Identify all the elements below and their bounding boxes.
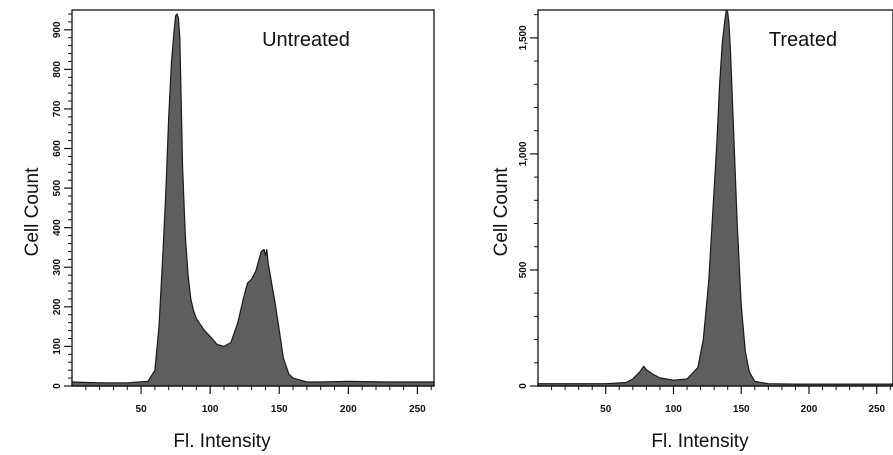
y-tick-label: 200 xyxy=(52,298,63,315)
y-axis-label: Cell Count xyxy=(22,167,43,256)
x-tick-label: 250 xyxy=(409,404,426,415)
y-tick-label: 1,000 xyxy=(518,141,529,166)
chart-title: Untreated xyxy=(262,29,350,51)
plot-area: 50 100 150 200 250 0 100 200 300 400 500 600 700 800 9… xyxy=(52,10,434,415)
untreated-panel: Cell Count Fl. Intensity 50 100 150 200 250 0… xyxy=(22,10,434,452)
x-axis-label: Fl. Intensity xyxy=(173,431,271,452)
x-tick-label: 100 xyxy=(665,404,682,415)
plot-area: 50 100 150 200 250 0 500 1,000 1,500 xyxy=(518,10,893,415)
histogram-series-0 xyxy=(538,10,893,386)
x-tick-label: 100 xyxy=(202,404,219,415)
treated-panel: Cell Count Fl. Intensity 50 100 150 200 250 0… xyxy=(491,10,893,452)
x-tick-label: 200 xyxy=(801,404,818,415)
y-tick-label: 800 xyxy=(52,61,63,78)
x-tick-label: 150 xyxy=(271,404,288,415)
y-tick-label: 500 xyxy=(52,179,63,196)
x-tick-label: 250 xyxy=(868,404,885,415)
chart-title: Treated xyxy=(769,29,837,51)
y-tick-label: 300 xyxy=(52,258,63,275)
y-tick-label: 900 xyxy=(52,21,63,38)
x-tick-label: 50 xyxy=(136,404,148,415)
y-axis-label: Cell Count xyxy=(491,167,512,256)
y-tick-label: 0 xyxy=(52,383,63,389)
y-tick-label: 400 xyxy=(52,219,63,236)
x-tick-label: 200 xyxy=(340,404,357,415)
x-axis-label: Fl. Intensity xyxy=(651,431,749,452)
y-tick-label: 500 xyxy=(518,261,529,278)
y-tick-label: 600 xyxy=(52,140,63,157)
x-tick-label: 150 xyxy=(733,404,750,415)
y-tick-label: 100 xyxy=(52,338,63,355)
y-tick-label: 700 xyxy=(52,100,63,117)
histogram-series-0 xyxy=(72,14,434,386)
x-tick-label: 50 xyxy=(600,404,612,415)
y-tick-label: 1,500 xyxy=(518,25,529,50)
y-tick-label: 0 xyxy=(518,383,529,389)
